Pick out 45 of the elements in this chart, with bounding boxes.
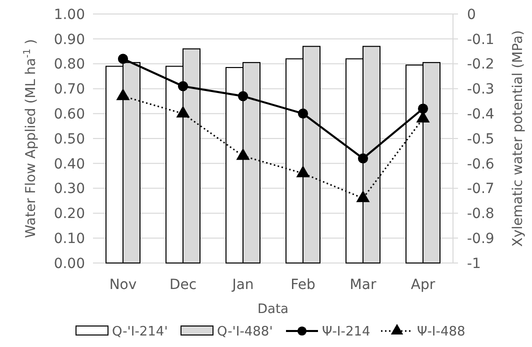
y-tick-label: 0.80 bbox=[54, 56, 85, 73]
point bbox=[356, 190, 370, 202]
point bbox=[116, 88, 130, 100]
point bbox=[238, 91, 248, 102]
x-tick-label: Jan bbox=[231, 277, 254, 293]
point bbox=[178, 81, 188, 92]
y2-tick-label: -0.4 bbox=[467, 106, 494, 122]
x-tick-label: Dec bbox=[169, 277, 197, 293]
y2-tick-label: -0.5 bbox=[467, 131, 494, 148]
y2-tick-label: -1 bbox=[467, 256, 481, 272]
y2-tick-label: -0.8 bbox=[467, 206, 494, 222]
y2-tick-label: -0.6 bbox=[467, 156, 494, 172]
y2-tick-label: -0.7 bbox=[467, 181, 494, 198]
y2-tick-label: -0.2 bbox=[467, 56, 494, 73]
x-axis-title: Data bbox=[257, 302, 289, 317]
y2-tick-label: -0.9 bbox=[467, 231, 494, 247]
point bbox=[418, 104, 428, 114]
legend-label: Q-'I-488' bbox=[217, 324, 273, 340]
y-tick-label: 0.90 bbox=[54, 32, 85, 48]
y2-tick-label: 0 bbox=[467, 6, 476, 23]
y-tick-label: 0.50 bbox=[54, 131, 85, 148]
y-tick-label: 0.10 bbox=[54, 231, 85, 247]
y2-tick-label: -0.3 bbox=[467, 82, 494, 98]
y-tick-label: 0.70 bbox=[54, 82, 85, 98]
x-tick-label: Nov bbox=[109, 277, 137, 293]
point bbox=[176, 106, 190, 118]
point bbox=[236, 148, 250, 160]
point bbox=[118, 54, 128, 64]
x-tick-label: Mar bbox=[350, 277, 376, 293]
legend-label: Ψ-I-214 bbox=[322, 324, 370, 340]
y2-tick-label: -0.1 bbox=[467, 32, 494, 48]
y2-axis-title: Xylematic water potential (MPa) bbox=[510, 30, 526, 247]
legend-label: Q-'I-214' bbox=[112, 324, 168, 340]
x-tick-label: Feb bbox=[290, 277, 316, 293]
y-tick-label: 1.00 bbox=[54, 6, 85, 23]
x-tick-label: Apr bbox=[410, 277, 436, 293]
y-tick-label: 0.40 bbox=[54, 156, 85, 172]
y-tick-label: 0.00 bbox=[54, 256, 85, 272]
point bbox=[358, 153, 368, 164]
y-tick-label: 0.60 bbox=[54, 106, 85, 122]
y-tick-label: 0.30 bbox=[54, 181, 85, 198]
point bbox=[298, 108, 308, 119]
point bbox=[296, 166, 310, 178]
legend-label: Ψ-I-488 bbox=[417, 324, 466, 340]
y-tick-label: 0.20 bbox=[54, 206, 85, 222]
